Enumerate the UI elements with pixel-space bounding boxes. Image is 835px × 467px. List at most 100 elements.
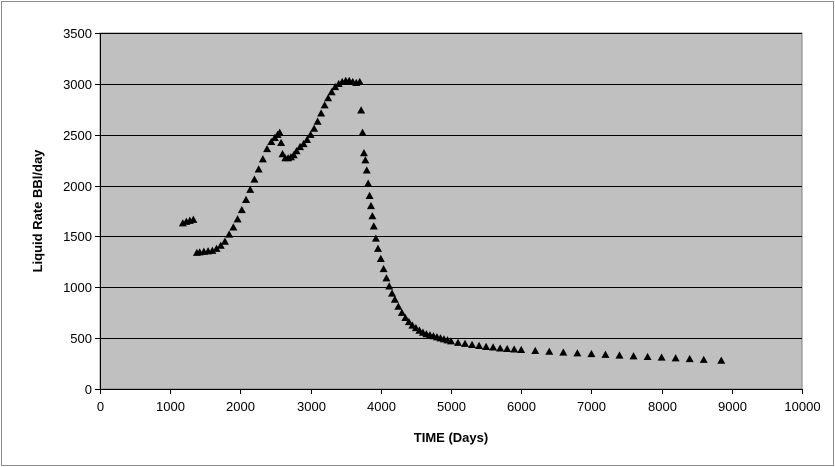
- data-point: [359, 149, 368, 157]
- data-point: [334, 79, 343, 88]
- axes: [95, 33, 803, 394]
- data-point: [361, 156, 370, 164]
- x-tick-label: 9000: [718, 399, 747, 414]
- data-point: [461, 339, 470, 347]
- data-point: [587, 349, 596, 358]
- data-point: [545, 347, 554, 355]
- data-point: [717, 356, 726, 364]
- data-point: [355, 77, 364, 86]
- data-point: [397, 308, 406, 316]
- x-tick-label: 6000: [507, 399, 536, 414]
- data-point: [229, 223, 238, 231]
- y-tick-label: 1000: [63, 280, 92, 295]
- data-point: [324, 94, 333, 102]
- x-tick-label: 2000: [226, 399, 255, 414]
- x-tick-label: 8000: [648, 399, 677, 414]
- gridlines: [100, 33, 802, 339]
- data-point: [208, 246, 217, 254]
- data-point: [237, 205, 246, 214]
- data-point: [365, 191, 374, 199]
- y-tick-label: 3500: [63, 26, 92, 41]
- data-point: [369, 222, 378, 230]
- data-point: [573, 349, 582, 357]
- data-point: [475, 341, 484, 349]
- data-point: [482, 342, 491, 350]
- data-point: [306, 130, 315, 138]
- data-point: [404, 317, 413, 326]
- data-point: [357, 106, 366, 114]
- data-point: [517, 345, 526, 354]
- data-point: [303, 135, 312, 143]
- data-point: [643, 352, 652, 361]
- x-tick-label: 3000: [297, 399, 326, 414]
- data-point: [313, 117, 322, 125]
- data-point: [327, 87, 336, 96]
- data-point: [489, 343, 498, 351]
- data-point: [317, 109, 326, 117]
- data-point: [358, 128, 367, 136]
- data-point: [510, 345, 519, 353]
- data-point: [699, 355, 708, 363]
- data-point: [362, 166, 371, 174]
- data-point: [275, 128, 284, 136]
- plot-area: [99, 32, 803, 390]
- data-point: [559, 348, 568, 356]
- data-point: [216, 241, 225, 249]
- data-point: [685, 354, 694, 363]
- data-point: [615, 351, 624, 359]
- data-point: [601, 350, 610, 358]
- data-point: [366, 201, 375, 210]
- x-tick-label: 4000: [367, 399, 396, 414]
- data-point: [629, 352, 638, 360]
- data-point: [385, 282, 394, 290]
- data-point: [212, 244, 221, 252]
- x-tick-label: 7000: [577, 399, 606, 414]
- data-point: [292, 146, 301, 155]
- x-tick-label: 5000: [437, 399, 466, 414]
- data-point: [373, 244, 382, 252]
- data-point: [371, 234, 380, 242]
- x-axis-title: TIME (Days): [414, 430, 488, 445]
- data-point: [390, 295, 399, 303]
- data-point: [394, 302, 403, 310]
- data-point: [277, 138, 286, 147]
- data-point: [468, 340, 477, 348]
- data-point: [278, 150, 287, 158]
- data-point: [320, 101, 329, 109]
- y-tick-label: 3000: [63, 77, 92, 92]
- x-tick-labels: 0 1000 2000 3000 4000 5000 6000 7000 8000 9000 100…: [97, 399, 821, 414]
- data-point: [671, 354, 680, 362]
- data-point: [310, 124, 319, 132]
- data-point: [496, 344, 505, 352]
- data-point: [388, 289, 397, 297]
- data-point: [250, 175, 259, 183]
- data-point: [364, 179, 373, 187]
- x-tick-label: 10000: [784, 399, 820, 414]
- data-point: [531, 346, 540, 355]
- data-point: [246, 185, 255, 193]
- y-tick-label: 1500: [63, 229, 92, 244]
- data-point: [447, 337, 455, 345]
- data-point: [454, 338, 463, 346]
- data-point: [225, 230, 234, 238]
- data-point: [657, 353, 666, 361]
- data-point: [254, 165, 263, 173]
- data-point: [267, 137, 276, 146]
- data-point: [233, 215, 242, 223]
- y-tick-labels: 0 500 1000 1500 2000 2500 3000 3500: [63, 26, 92, 397]
- y-axis-title: Liquid Rate BBl/day: [30, 149, 45, 273]
- y-tick-label: 2500: [63, 128, 92, 143]
- data-point: [401, 313, 410, 321]
- data-point: [299, 139, 308, 148]
- data-point: [376, 254, 385, 263]
- x-tick-label: 1000: [156, 399, 185, 414]
- data-point: [258, 155, 267, 163]
- data-point: [382, 274, 391, 282]
- data-point: [263, 144, 272, 153]
- data-point: [289, 151, 298, 159]
- data-point: [503, 344, 512, 353]
- data-point: [242, 195, 251, 204]
- y-tick-label: 2000: [63, 179, 92, 194]
